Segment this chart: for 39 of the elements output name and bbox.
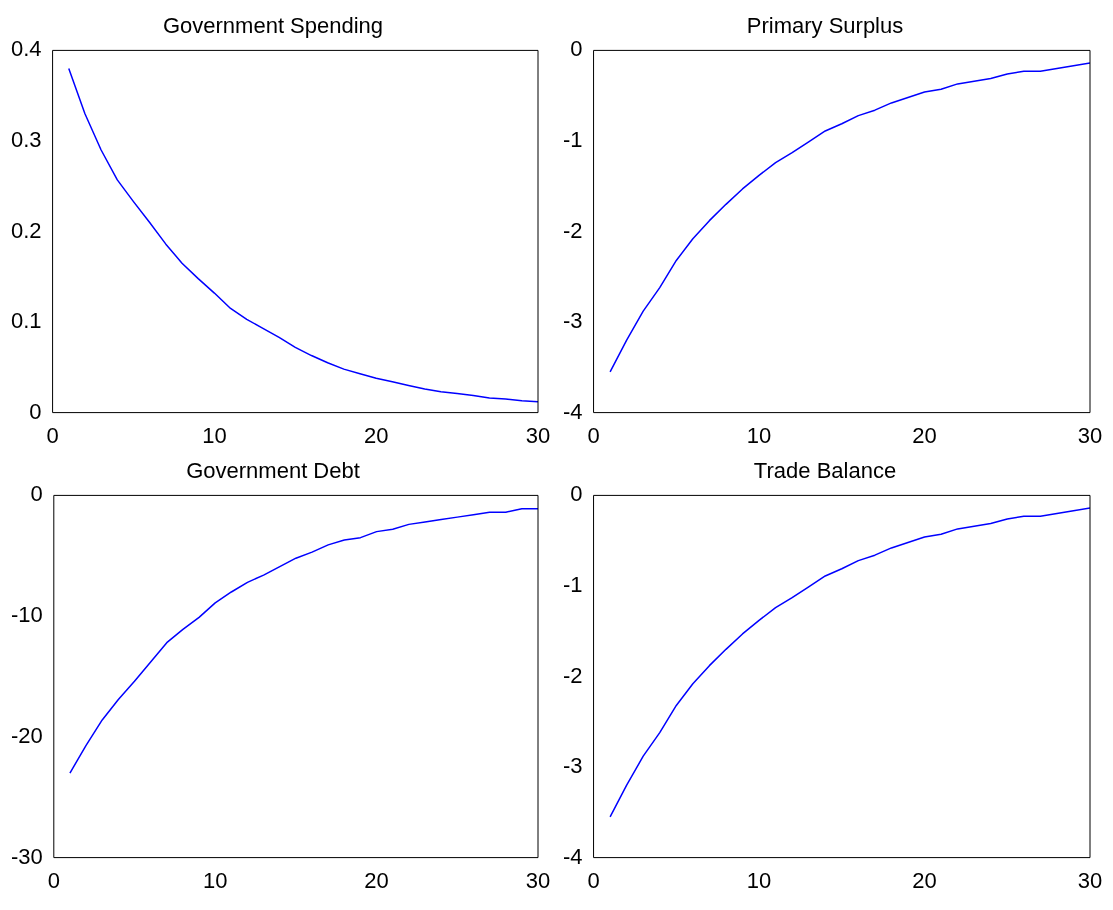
x-tick-label: 30: [1077, 867, 1103, 893]
x-tick-label: 30: [525, 867, 551, 893]
y-tick-label: 0: [570, 481, 583, 507]
y-tick-label: -4: [563, 398, 583, 424]
x-tick-label: 20: [364, 867, 389, 893]
y-tick-label: 0.2: [10, 217, 42, 243]
chart-title: Trade Balance: [753, 458, 897, 484]
y-tick-label: -1: [563, 127, 583, 153]
y-tick-label: 0: [29, 398, 42, 424]
y-tick-label: 0.4: [10, 36, 42, 62]
chart-title: Government Debt: [186, 458, 360, 484]
y-tick-label: -3: [563, 308, 583, 334]
x-tick-label: 0: [587, 422, 600, 448]
y-tick-label: -1: [563, 572, 583, 598]
x-tick-label: 30: [525, 422, 551, 448]
y-tick-label: -4: [563, 843, 583, 869]
chart-title: Government Spending: [162, 13, 384, 39]
y-tick-label: -10: [11, 602, 43, 628]
y-tick-label: 0: [30, 481, 43, 507]
y-tick-label: -2: [563, 662, 583, 688]
y-tick-label: -30: [11, 843, 43, 869]
x-tick-label: 0: [587, 867, 600, 893]
x-tick-label: 10: [746, 422, 772, 448]
x-tick-label: 20: [912, 867, 937, 893]
chart-title: Primary Surplus: [746, 13, 904, 39]
x-tick-label: 0: [47, 867, 60, 893]
y-tick-label: -2: [563, 217, 583, 243]
x-tick-label: 0: [46, 422, 59, 448]
y-tick-label: 0.3: [10, 127, 42, 153]
y-tick-label: 0.1: [10, 308, 42, 334]
x-tick-label: 30: [1077, 422, 1103, 448]
x-tick-label: 10: [746, 867, 772, 893]
x-tick-label: 10: [202, 422, 227, 448]
x-tick-label: 10: [202, 867, 228, 893]
x-tick-label: 20: [363, 422, 389, 448]
y-tick-label: -20: [11, 722, 43, 748]
x-tick-label: 20: [912, 422, 937, 448]
y-tick-label: -3: [563, 753, 583, 779]
y-tick-label: 0: [570, 36, 583, 62]
